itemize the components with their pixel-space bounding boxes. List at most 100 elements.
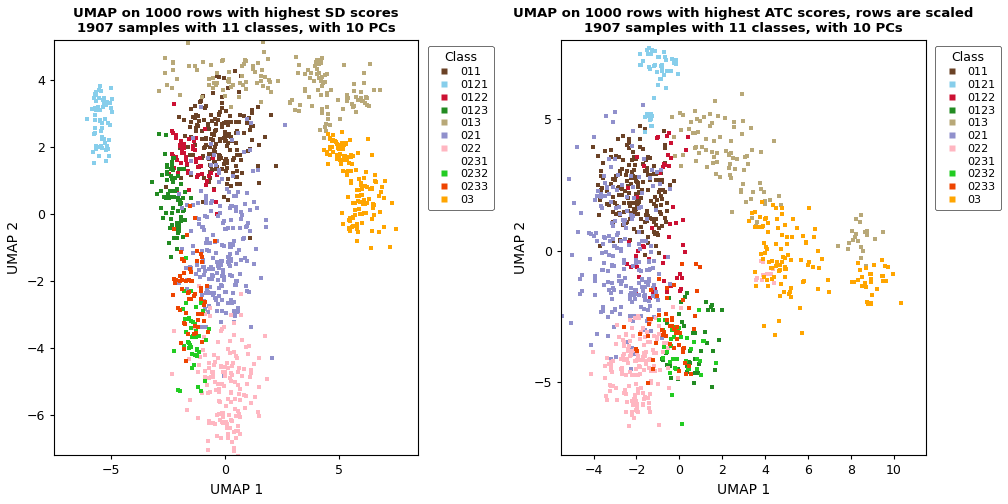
Point bbox=[170, 279, 186, 287]
Point bbox=[622, 235, 638, 243]
Point bbox=[210, 269, 226, 277]
Point bbox=[87, 105, 103, 113]
Point bbox=[164, 66, 180, 74]
Point bbox=[752, 213, 768, 221]
Point bbox=[168, 219, 184, 227]
Point bbox=[617, 386, 633, 394]
Point bbox=[710, 112, 726, 120]
Point bbox=[583, 341, 599, 349]
Point bbox=[590, 192, 606, 200]
Point bbox=[624, 142, 640, 150]
Point bbox=[236, 60, 252, 68]
Point bbox=[242, 145, 258, 153]
Point bbox=[663, 139, 679, 147]
Point bbox=[569, 143, 585, 151]
Point bbox=[176, 132, 193, 140]
Point bbox=[631, 314, 647, 322]
Point bbox=[238, 57, 254, 66]
Point bbox=[647, 61, 663, 69]
Point bbox=[222, 146, 238, 154]
Point bbox=[228, 118, 244, 126]
Point bbox=[651, 330, 667, 338]
Point bbox=[198, 192, 214, 200]
Point bbox=[757, 197, 773, 205]
Point bbox=[341, 224, 357, 232]
Point bbox=[628, 251, 644, 260]
Point bbox=[210, 300, 226, 308]
Point bbox=[632, 370, 648, 378]
Point bbox=[626, 153, 642, 161]
Point bbox=[213, 362, 229, 370]
Point bbox=[634, 160, 650, 168]
Point bbox=[605, 219, 621, 227]
Point bbox=[159, 170, 175, 178]
Point bbox=[181, 295, 198, 303]
Point bbox=[99, 98, 115, 106]
Point bbox=[229, 162, 245, 170]
Point bbox=[181, 62, 198, 71]
Point bbox=[623, 209, 639, 217]
Point bbox=[594, 184, 610, 193]
Point bbox=[92, 116, 108, 124]
Point bbox=[629, 349, 645, 357]
Point bbox=[593, 202, 609, 210]
Point bbox=[650, 270, 666, 278]
Point bbox=[219, 132, 235, 140]
Point bbox=[757, 198, 773, 206]
Point bbox=[593, 185, 609, 194]
Point bbox=[666, 325, 682, 333]
Point bbox=[604, 382, 620, 390]
Point bbox=[186, 141, 203, 149]
Point bbox=[187, 155, 204, 163]
Point bbox=[180, 339, 197, 347]
Point bbox=[228, 277, 244, 285]
Point bbox=[847, 233, 863, 241]
Point bbox=[368, 178, 384, 186]
Point bbox=[671, 310, 687, 318]
Point bbox=[657, 253, 673, 261]
Point bbox=[178, 357, 195, 365]
Point bbox=[210, 212, 226, 220]
Point bbox=[149, 191, 165, 199]
Point bbox=[599, 183, 615, 191]
Point bbox=[169, 156, 185, 164]
Point bbox=[171, 91, 187, 99]
Point bbox=[238, 343, 254, 351]
Point bbox=[635, 324, 651, 332]
Point bbox=[632, 331, 648, 339]
Point bbox=[757, 215, 773, 223]
Point bbox=[629, 400, 645, 408]
Point bbox=[777, 265, 793, 273]
Point bbox=[182, 324, 199, 332]
Point bbox=[250, 102, 266, 110]
Point bbox=[199, 135, 215, 143]
Point bbox=[213, 328, 229, 336]
Point bbox=[373, 187, 389, 196]
Point bbox=[194, 250, 210, 258]
Point bbox=[612, 236, 628, 244]
Point bbox=[754, 276, 770, 284]
Point bbox=[311, 74, 328, 82]
Point bbox=[209, 411, 225, 419]
Point bbox=[612, 170, 628, 178]
Point bbox=[228, 426, 244, 434]
Point bbox=[225, 224, 241, 232]
Point bbox=[349, 222, 365, 230]
Point bbox=[680, 125, 697, 133]
Point bbox=[629, 201, 645, 209]
Point bbox=[200, 328, 216, 336]
Point bbox=[224, 202, 240, 210]
Point bbox=[584, 370, 600, 379]
Point bbox=[232, 224, 248, 232]
Point bbox=[633, 204, 649, 212]
Point bbox=[211, 111, 227, 119]
Point bbox=[765, 137, 781, 145]
Point bbox=[635, 353, 651, 361]
Point bbox=[623, 211, 639, 219]
Point bbox=[613, 355, 629, 363]
Point bbox=[343, 214, 359, 222]
Point bbox=[188, 329, 205, 337]
Point bbox=[250, 408, 266, 416]
Point bbox=[186, 62, 203, 70]
Point bbox=[169, 304, 185, 312]
